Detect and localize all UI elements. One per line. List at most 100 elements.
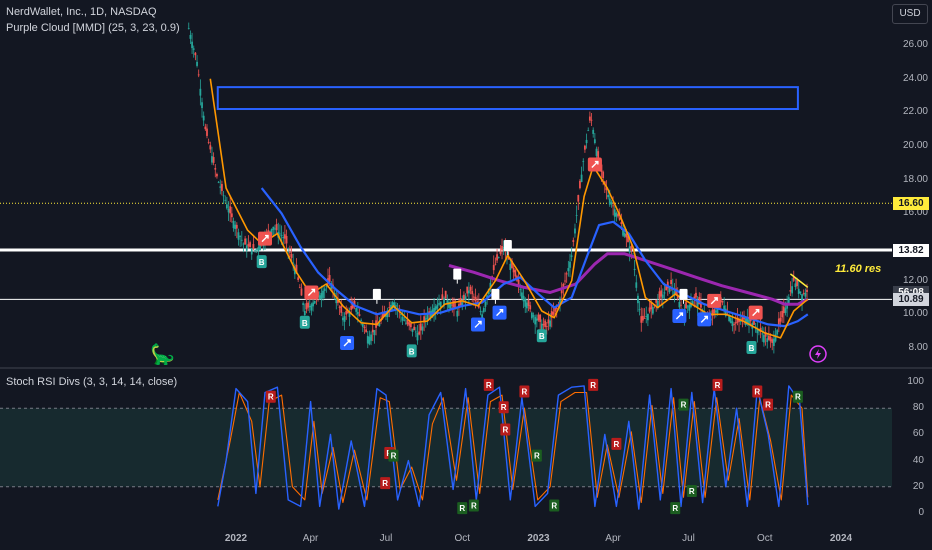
currency-button[interactable]: USD [892,4,928,24]
candle-body [792,276,795,281]
candle-body [280,235,283,237]
candle-body [303,310,306,316]
candle-body [492,265,495,271]
candle-body [411,328,414,332]
time-tick-label: Jul [682,533,695,544]
candle-body [696,300,699,307]
candle-body [714,310,717,313]
candle-body [668,286,671,293]
candle-body [497,257,500,258]
candle-body [207,141,210,143]
candle-body [610,202,613,205]
candle-body [464,296,467,301]
candle-body [738,319,740,322]
candle-body [211,156,213,163]
lightning-bolt [815,349,821,359]
rsi-tick-label: 20 [912,480,924,492]
candle-body [530,312,533,319]
candle-body [453,300,455,308]
candle-body [640,316,643,323]
candle-body [408,322,411,326]
candle-body [646,313,649,321]
candle-body [302,303,305,305]
candle-body [577,195,580,202]
candle-body [804,292,807,297]
candle-body [312,302,314,307]
candle-body [767,335,770,340]
divergence-marker-label: R [502,425,508,434]
symbol-legend[interactable]: NerdWallet, Inc., 1D, NASDAQ [6,6,157,18]
candle-body [481,314,484,320]
candle-body [322,290,324,298]
candle-body [575,215,578,216]
candle-body [270,229,273,236]
candle-body [416,333,419,341]
candle-body [731,321,734,327]
candle-body [239,236,242,237]
candle-body [535,318,538,321]
candle-body [665,285,668,291]
candle-body [680,304,682,306]
candle-body [519,289,522,290]
candle-body [443,298,445,306]
candle-body [618,217,621,220]
candle-body [310,304,313,311]
candle-body [627,236,629,242]
candle-body [237,232,240,240]
buy-signal [536,329,547,343]
candle-body [194,52,197,56]
flag-marker [491,288,500,300]
candle-body [748,319,750,326]
indicator-legend[interactable]: Purple Cloud [MMD] (25, 3, 23, 0.9) [6,22,180,34]
stoch-rsi-legend[interactable]: Stoch RSI Divs (3, 3, 14, 14, close) [6,376,178,388]
divergence-marker-label: R [522,387,528,396]
candle-body [290,254,293,258]
candle-body [522,295,525,302]
candle-body [383,312,386,316]
supply-zone-box [216,86,799,111]
candle-body [400,314,402,315]
divergence-marker [792,390,803,403]
candle-body [642,315,644,321]
candle-body [356,311,359,315]
candle-body [686,306,689,308]
candle-body [584,145,586,150]
time-tick-label: Oct [756,533,773,544]
candle-body [524,299,527,307]
divergence-marker [519,385,530,398]
divergence-marker-label: R [268,393,274,402]
candle-body [434,306,437,311]
candle-body [328,275,331,282]
divergence-marker-label: R [551,501,557,510]
candle-body [197,74,200,76]
candle-body [221,184,223,191]
candle-body [348,311,351,317]
candle-body [806,289,808,292]
candle-body [620,222,623,225]
candle-body [313,300,316,304]
rsi-overbought-band [0,408,892,487]
candle-body [763,335,765,343]
price-tag: 13.82 [893,244,929,258]
candle-body [517,279,520,285]
candle-body [381,311,384,319]
candle-body [433,307,435,316]
candle-body [472,296,475,298]
divergence-marker-label: R [382,479,388,488]
dinosaur-logo-icon[interactable]: 🦕 [150,344,175,366]
resistance-trendline [789,273,809,288]
candle-body [789,290,792,292]
price-tick-label: 22.00 [902,106,928,118]
candle-body [393,302,396,309]
candle-body [525,302,528,309]
divergence-marker [549,499,560,512]
price-tag: 16.60 [893,197,929,211]
divergence-marker-label: R [715,381,721,390]
candle-body [562,284,565,287]
price-tick-label: 18.00 [902,173,928,185]
rocket-icon [496,308,504,317]
candle-body [779,317,782,322]
price-tick-label: 8.00 [908,342,928,353]
candle-body [484,301,487,307]
